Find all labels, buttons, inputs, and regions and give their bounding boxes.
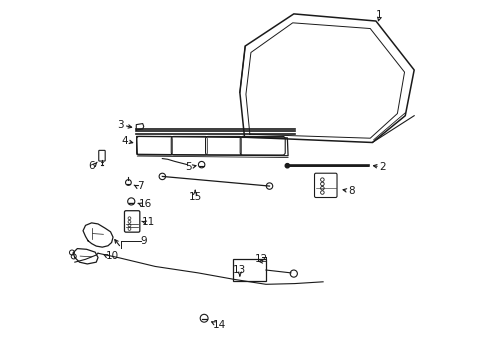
Text: 15: 15 (188, 192, 202, 202)
FancyBboxPatch shape (205, 136, 242, 155)
Text: 10: 10 (105, 251, 119, 261)
Text: 4: 4 (122, 136, 128, 147)
Text: 1: 1 (375, 10, 382, 20)
FancyBboxPatch shape (314, 173, 336, 198)
Text: 8: 8 (347, 186, 354, 196)
Text: 6: 6 (88, 161, 95, 171)
FancyBboxPatch shape (99, 150, 105, 161)
Text: 5: 5 (184, 162, 191, 172)
Text: 3: 3 (117, 120, 123, 130)
FancyBboxPatch shape (171, 136, 207, 155)
Text: 14: 14 (212, 320, 225, 330)
Text: 7: 7 (137, 181, 143, 192)
Text: 13: 13 (233, 265, 246, 275)
FancyBboxPatch shape (240, 136, 285, 155)
Text: 12: 12 (255, 254, 268, 264)
Text: 2: 2 (378, 162, 385, 172)
Text: 9: 9 (140, 236, 147, 246)
Circle shape (285, 163, 289, 168)
Text: 16: 16 (138, 199, 151, 209)
Bar (233, 258, 265, 281)
FancyBboxPatch shape (136, 136, 173, 155)
FancyBboxPatch shape (124, 211, 140, 232)
Text: 11: 11 (142, 217, 155, 227)
